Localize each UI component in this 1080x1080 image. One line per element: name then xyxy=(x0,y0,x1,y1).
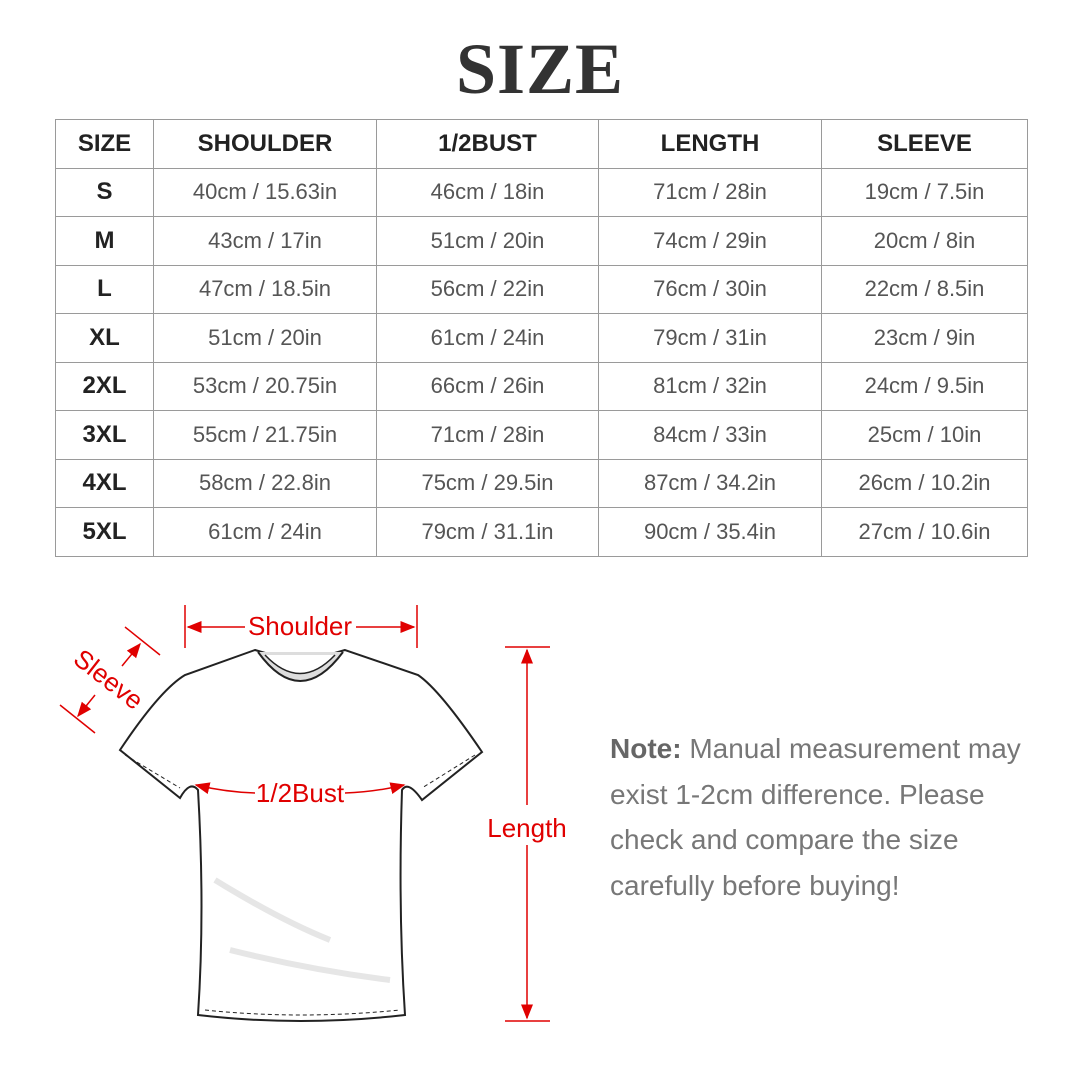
measurement-cell: 61cm / 24in xyxy=(153,507,377,557)
size-cell: XL xyxy=(55,313,154,363)
measurement-cell: 27cm / 10.6in xyxy=(821,507,1028,557)
measurement-cell: 79cm / 31.1in xyxy=(376,507,599,557)
measurement-cell: 22cm / 8.5in xyxy=(821,264,1028,314)
measurement-cell: 87cm / 34.2in xyxy=(598,458,822,508)
size-cell: 2XL xyxy=(55,361,154,411)
size-cell: M xyxy=(55,216,154,266)
measurement-cell: 81cm / 32in xyxy=(598,361,822,411)
measurement-cell: 20cm / 8in xyxy=(821,216,1028,266)
measurement-cell: 25cm / 10in xyxy=(821,410,1028,460)
measurement-cell: 74cm / 29in xyxy=(598,216,822,266)
measurement-cell: 24cm / 9.5in xyxy=(821,361,1028,411)
tshirt-icon xyxy=(118,648,484,1022)
measurement-cell: 40cm / 15.63in xyxy=(153,167,377,217)
measurement-cell: 56cm / 22in xyxy=(376,264,599,314)
sleeve-label: Sleeve xyxy=(68,643,149,716)
measurement-cell: 58cm / 22.8in xyxy=(153,458,377,508)
column-header: 1/2BUST xyxy=(376,119,599,169)
column-header: LENGTH xyxy=(598,119,822,169)
measurement-note: Note: Manual measurement may exist 1-2cm… xyxy=(610,726,1050,908)
table-row: L 47cm / 18.5in 56cm / 22in 76cm / 30in 22cm… xyxy=(55,264,1028,314)
measurement-cell: 46cm / 18in xyxy=(376,167,599,217)
measurement-cell: 84cm / 33in xyxy=(598,410,822,460)
table-row: 2XL 53cm / 20.75in 66cm / 26in 81cm / 32in 2… xyxy=(55,361,1028,411)
table-row: S 40cm / 15.63in 46cm / 18in 71cm / 28in 19c… xyxy=(55,167,1028,217)
size-cell: L xyxy=(55,264,154,314)
bust-dimension: 1/2Bust xyxy=(194,778,406,808)
size-cell: 5XL xyxy=(55,507,154,557)
size-cell: 4XL xyxy=(55,458,154,508)
bust-label: 1/2Bust xyxy=(256,778,345,808)
measurement-cell: 79cm / 31in xyxy=(598,313,822,363)
size-cell: 3XL xyxy=(55,410,154,460)
measurement-cell: 19cm / 7.5in xyxy=(821,167,1028,217)
measurement-cell: 61cm / 24in xyxy=(376,313,599,363)
measurement-cell: 66cm / 26in xyxy=(376,361,599,411)
table-row: 3XL 55cm / 21.75in 71cm / 28in 84cm / 33in 2… xyxy=(55,410,1028,460)
measurement-cell: 51cm / 20in xyxy=(376,216,599,266)
shoulder-dimension: Shoulder xyxy=(184,605,418,648)
page-title: SIZE xyxy=(455,29,625,109)
measurement-cell: 76cm / 30in xyxy=(598,264,822,314)
measurement-cell: 51cm / 20in xyxy=(153,313,377,363)
measurement-cell: 53cm / 20.75in xyxy=(153,361,377,411)
measurement-cell: 23cm / 9in xyxy=(821,313,1028,363)
tshirt-measurement-diagram: Shoulder Sleeve 1/2Bust Length xyxy=(59,605,567,1022)
column-header: SIZE xyxy=(55,119,154,169)
column-header: SLEEVE xyxy=(821,119,1028,169)
measurement-cell: 26cm / 10.2in xyxy=(821,458,1028,508)
measurement-cell: 90cm / 35.4in xyxy=(598,507,822,557)
table-row: M 43cm / 17in 51cm / 20in 74cm / 29in 20cm /… xyxy=(55,216,1028,266)
measurement-cell: 55cm / 21.75in xyxy=(153,410,377,460)
size-cell: S xyxy=(55,167,154,217)
measurement-cell: 43cm / 17in xyxy=(153,216,377,266)
column-header: SHOULDER xyxy=(153,119,377,169)
table-row: 5XL 61cm / 24in 79cm / 31.1in 90cm / 35.4in… xyxy=(55,507,1028,557)
note-text: Manual measurement may exist 1-2cm diffe… xyxy=(610,733,1021,901)
table-row: XL 51cm / 20in 61cm / 24in 79cm / 31in 23cm … xyxy=(55,313,1028,363)
measurement-cell: 75cm / 29.5in xyxy=(376,458,599,508)
note-label: Note: xyxy=(610,733,682,764)
measurement-cell: 71cm / 28in xyxy=(376,410,599,460)
table-row: 4XL 58cm / 22.8in 75cm / 29.5in 87cm / 34.2… xyxy=(55,458,1028,508)
shoulder-label: Shoulder xyxy=(248,611,352,641)
table-header-row: SIZE SHOULDER 1/2BUST LENGTH SLEEVE xyxy=(55,119,1028,169)
length-label: Length xyxy=(487,813,567,843)
measurement-cell: 71cm / 28in xyxy=(598,167,822,217)
measurement-cell: 47cm / 18.5in xyxy=(153,264,377,314)
size-table: SIZE SHOULDER 1/2BUST LENGTH SLEEVE S 40cm / … xyxy=(55,119,1028,557)
length-dimension: Length xyxy=(487,646,567,1022)
